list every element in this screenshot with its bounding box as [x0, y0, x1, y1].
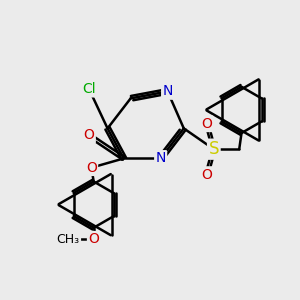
- Text: O: O: [201, 117, 212, 131]
- Text: O: O: [201, 168, 212, 182]
- Text: CH₃: CH₃: [57, 233, 80, 246]
- Text: N: N: [162, 84, 173, 98]
- Text: O: O: [84, 128, 94, 142]
- Text: O: O: [86, 161, 97, 175]
- Text: S: S: [208, 140, 219, 158]
- Text: N: N: [155, 152, 166, 165]
- Text: O: O: [88, 232, 99, 246]
- Text: Cl: Cl: [82, 82, 96, 96]
